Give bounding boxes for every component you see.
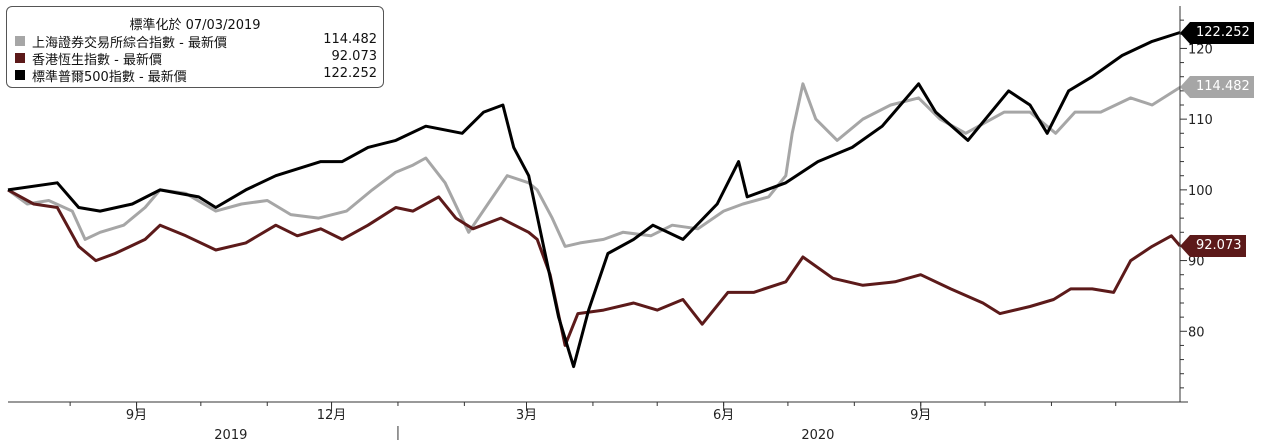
hangseng-last-value-tag: 92.073: [1180, 234, 1246, 257]
series-line: [7, 188, 1182, 347]
legend-swatch: [15, 36, 25, 46]
y-tick-label: 120: [1188, 42, 1213, 57]
legend-value: 114.482: [323, 32, 377, 47]
x-year-label: 2020: [801, 428, 834, 443]
chart-axes: 80 90 100 110 120 9月 12月 3月 6月 9月 2019 2020: [8, 6, 1213, 443]
legend-item-hangseng: 香港恆生指數 - 最新價 92.073: [15, 49, 378, 68]
legend-label: 上海證券交易所綜合指數 - 最新價: [32, 36, 227, 51]
legend-swatch: [15, 70, 25, 80]
legend: 標準化於 07/03/2019 上海證券交易所綜合指數 - 最新價 114.48…: [6, 6, 384, 88]
legend-title: 標準化於 07/03/2019: [129, 18, 261, 33]
x-tick-label: 9月: [910, 408, 931, 423]
series-lines: [7, 31, 1182, 369]
y-tick-label: 90: [1188, 255, 1205, 270]
y-tick-label: 110: [1188, 113, 1213, 128]
legend-item-sp500: 標準普爾500指數 - 最新價 122.252: [15, 66, 377, 85]
series-line: [7, 31, 1181, 369]
sp500-last-value-tag: 122.252: [1180, 21, 1254, 44]
x-tick-label: 12月: [317, 408, 347, 423]
x-tick-label: 3月: [516, 408, 537, 423]
legend-label: 標準普爾500指數 - 最新價: [32, 70, 187, 85]
legend-value: 92.073: [331, 49, 378, 64]
y-tick-label: 100: [1188, 184, 1213, 199]
series-line: [7, 82, 1181, 248]
x-tick-label: 9月: [126, 408, 147, 423]
x-tick-label: 6月: [713, 408, 734, 423]
legend-item-shanghai: 上海證券交易所綜合指數 - 最新價 114.482: [15, 32, 377, 51]
legend-label: 香港恆生指數 - 最新價: [32, 53, 162, 68]
shanghai-last-value-tag: 114.482: [1180, 76, 1254, 99]
legend-value: 122.252: [323, 66, 377, 81]
y-tick-label: 80: [1188, 325, 1205, 340]
x-year-label: 2019: [214, 428, 247, 443]
legend-swatch: [15, 53, 25, 63]
